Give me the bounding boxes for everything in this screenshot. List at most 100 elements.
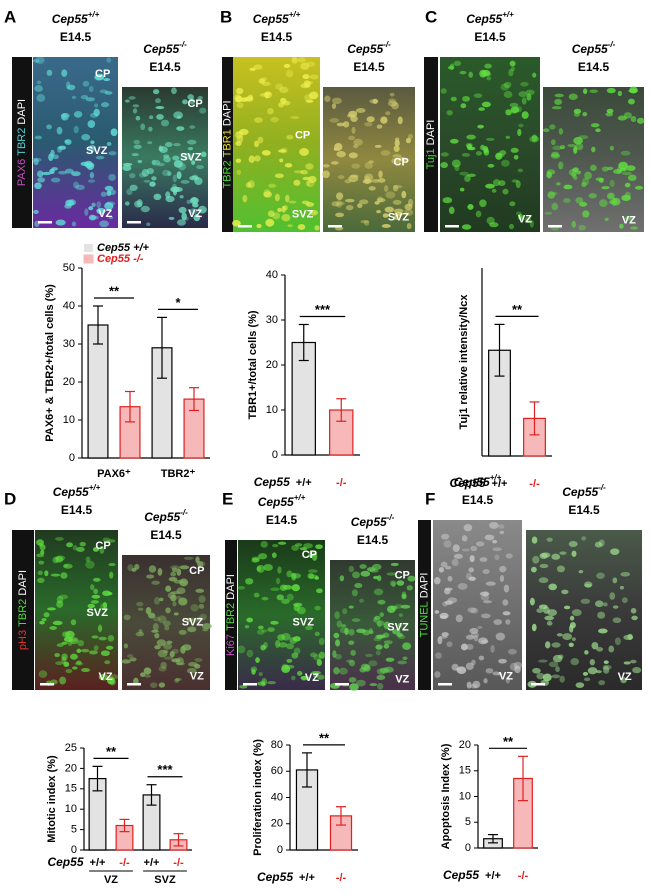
cell xyxy=(538,577,549,584)
cell xyxy=(180,646,186,654)
cell xyxy=(571,171,577,179)
cell xyxy=(305,163,314,170)
stain-strip xyxy=(424,57,438,232)
gene-name: Cep55 xyxy=(572,42,608,56)
cell xyxy=(376,668,386,675)
y-tick-label: 0 xyxy=(465,842,471,854)
cell xyxy=(570,658,580,666)
cell xyxy=(485,137,495,141)
cell xyxy=(468,71,473,78)
cell xyxy=(531,134,538,142)
cell xyxy=(176,219,187,226)
y-tick-label: 15 xyxy=(65,783,77,795)
region-label: VZ xyxy=(622,214,636,226)
cell xyxy=(629,86,638,94)
cell xyxy=(575,197,584,204)
cell xyxy=(281,665,291,674)
cell xyxy=(461,535,468,542)
cell xyxy=(72,544,78,551)
cell xyxy=(108,562,116,567)
cell xyxy=(460,643,468,651)
allele: -/- xyxy=(180,508,188,517)
y-tick-label: 60 xyxy=(271,765,283,777)
cell xyxy=(178,597,188,606)
cell xyxy=(178,206,187,214)
cell xyxy=(559,675,565,683)
cell xyxy=(36,94,46,102)
cell xyxy=(353,144,359,149)
cell xyxy=(332,650,337,658)
cell xyxy=(97,625,103,632)
stain-name: DAPI xyxy=(16,99,28,125)
cell xyxy=(444,587,453,591)
cell xyxy=(393,184,403,189)
cell xyxy=(598,680,606,686)
y-tick-label: 10 xyxy=(459,790,471,802)
group-label: SVZ xyxy=(154,874,176,886)
cell xyxy=(380,150,391,156)
cell xyxy=(138,172,147,178)
cell xyxy=(36,170,44,178)
cell xyxy=(268,183,277,188)
cell xyxy=(620,677,627,684)
panel-letter: C xyxy=(425,7,437,26)
cell xyxy=(334,611,340,620)
cell xyxy=(345,205,354,211)
cell xyxy=(129,172,136,179)
cell xyxy=(187,147,194,151)
cell xyxy=(154,645,161,650)
cell xyxy=(610,548,620,556)
region-label: CP xyxy=(394,156,409,168)
cell xyxy=(505,135,510,139)
cell xyxy=(267,210,275,217)
allele: +/+ xyxy=(88,10,100,19)
cell xyxy=(556,182,561,186)
stain-name: Tuj1 xyxy=(425,148,437,169)
cell xyxy=(283,63,291,68)
cell xyxy=(258,553,268,560)
cell xyxy=(175,677,182,681)
cell xyxy=(292,636,301,642)
cell xyxy=(37,577,45,584)
cell xyxy=(336,122,345,127)
cell xyxy=(606,87,616,94)
cell xyxy=(50,177,61,183)
cell xyxy=(451,558,459,567)
cell xyxy=(393,208,404,214)
cell xyxy=(232,219,241,227)
cell xyxy=(485,183,495,189)
cell xyxy=(104,202,114,210)
y-tick-label: 15 xyxy=(459,765,471,777)
allele: +/+ xyxy=(294,493,306,502)
cell xyxy=(102,590,111,597)
cell xyxy=(253,140,260,148)
cell xyxy=(87,120,96,128)
cell xyxy=(607,192,615,200)
cell xyxy=(55,661,64,666)
cell xyxy=(151,159,156,166)
cell xyxy=(166,640,173,645)
cell xyxy=(55,219,66,226)
x-tick-label: +/+ xyxy=(144,857,160,869)
cell xyxy=(313,672,319,678)
cell xyxy=(159,597,164,602)
cell xyxy=(163,656,174,660)
cell xyxy=(594,541,603,548)
cell xyxy=(624,191,631,199)
cell xyxy=(548,661,559,668)
cell xyxy=(156,114,164,120)
cell xyxy=(46,124,52,130)
cell xyxy=(39,620,45,625)
cell xyxy=(84,208,89,216)
cell xyxy=(467,203,474,210)
cell xyxy=(199,107,207,114)
cell xyxy=(170,594,177,602)
y-tick-label: 10 xyxy=(63,414,75,426)
cell xyxy=(558,128,564,135)
cell xyxy=(160,661,167,669)
cell xyxy=(151,176,157,181)
cell xyxy=(172,601,177,607)
cell xyxy=(605,112,614,117)
cell xyxy=(544,641,551,649)
cell xyxy=(98,624,103,633)
